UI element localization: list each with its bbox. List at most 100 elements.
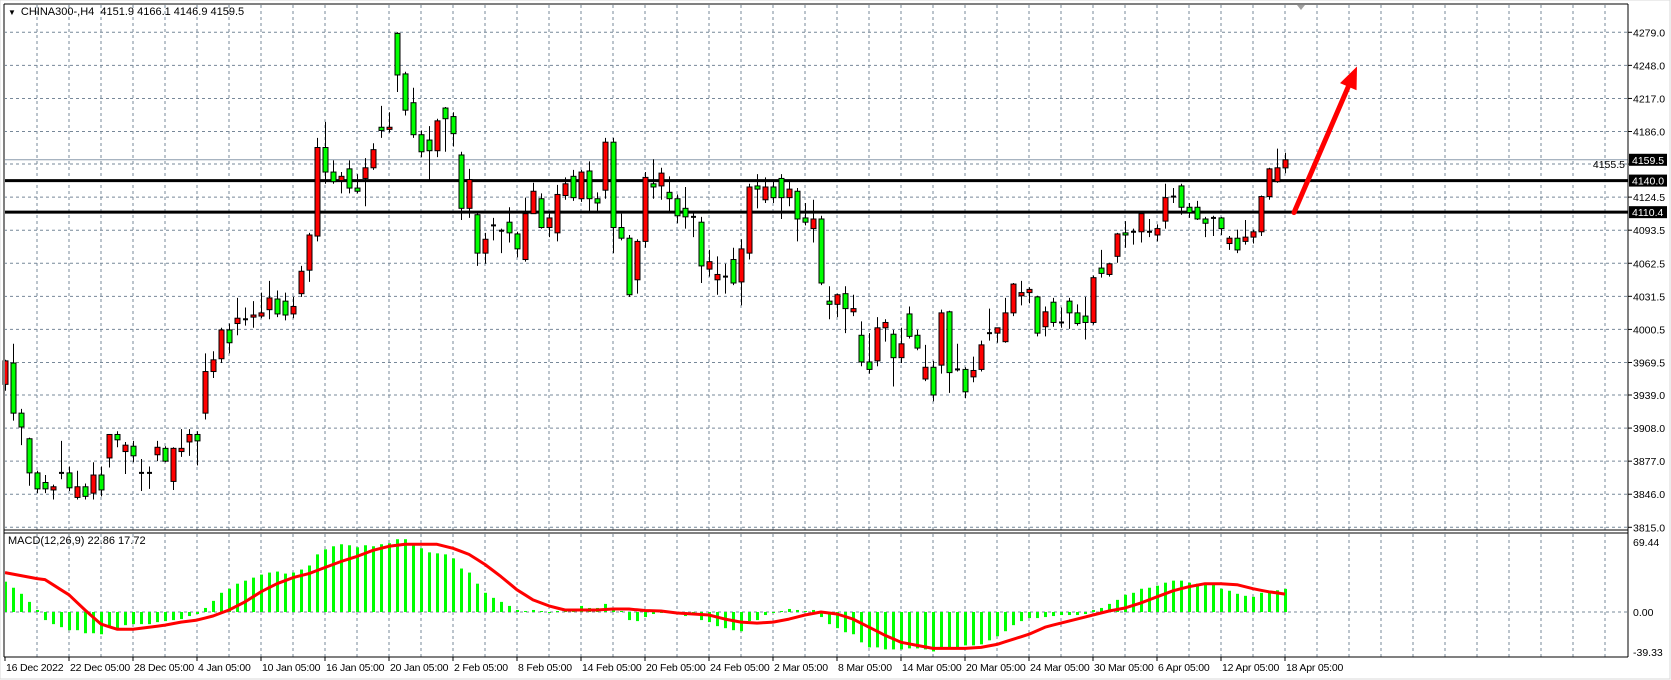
macd-histogram-bar xyxy=(868,612,871,648)
macd-histogram-bar xyxy=(1164,582,1167,612)
macd-histogram-bar xyxy=(236,583,239,612)
candle-body xyxy=(114,433,121,441)
candle xyxy=(514,231,521,258)
price-tag-bg xyxy=(1629,206,1667,219)
triangle-down-icon[interactable]: ▼ xyxy=(8,8,16,17)
candle xyxy=(450,112,457,147)
candle xyxy=(491,217,496,241)
macd-histogram-bar xyxy=(836,612,839,629)
candle xyxy=(578,169,585,202)
candle xyxy=(874,317,881,367)
candle-body xyxy=(1274,167,1281,183)
candle xyxy=(890,329,897,387)
macd-histogram-bar xyxy=(460,568,463,612)
candle-body xyxy=(410,102,417,136)
price-tick-label: 3877.0 xyxy=(1633,456,1665,468)
candle xyxy=(434,118,441,158)
macd-histogram-bar xyxy=(956,612,959,649)
time-tick-label: 16 Dec 2022 xyxy=(6,662,64,674)
candle xyxy=(922,344,929,382)
candle xyxy=(914,329,921,351)
candle-body xyxy=(282,300,289,316)
candle-body xyxy=(1082,315,1089,323)
candle xyxy=(1122,221,1129,248)
candle-body xyxy=(1154,228,1161,236)
candle xyxy=(1059,307,1064,328)
macd-histogram-bar xyxy=(1052,612,1055,617)
candle xyxy=(682,186,689,229)
macd-histogram-bar xyxy=(900,612,903,650)
candle xyxy=(418,130,425,158)
candle-body xyxy=(1234,237,1241,251)
candle xyxy=(1282,152,1289,174)
candle-body xyxy=(330,171,337,183)
macd-histogram-bar xyxy=(1068,612,1071,616)
price-tick-label: 3846.0 xyxy=(1633,489,1665,501)
macd-histogram-bar xyxy=(420,548,423,612)
candle-body xyxy=(98,474,105,491)
annotations[interactable]: 4140.0 4110.4 4159.5 xyxy=(1291,5,1667,219)
candle-body xyxy=(130,445,137,457)
macd-histogram-bar xyxy=(316,554,319,612)
time-tick-label: 22 Dec 05:00 xyxy=(70,662,130,674)
macd-histogram-bar xyxy=(364,545,367,612)
candle xyxy=(74,470,81,500)
candle-body xyxy=(994,327,1001,334)
candle-body xyxy=(362,167,369,179)
macd-histogram-bar xyxy=(1028,612,1031,619)
macd-histogram-bar xyxy=(340,544,343,612)
candle xyxy=(1258,195,1265,237)
macd-histogram-bar xyxy=(164,612,167,622)
macd-histogram-bar xyxy=(532,609,535,612)
macd-histogram-bar xyxy=(308,565,311,612)
macd-histogram-bar xyxy=(1116,599,1119,612)
candle-body xyxy=(522,213,529,261)
macd-histogram-bar xyxy=(940,612,943,649)
candle-body xyxy=(770,186,777,199)
time-tick-label: 24 Mar 05:00 xyxy=(1030,662,1090,674)
triangle-down-icon[interactable] xyxy=(1297,5,1305,10)
macd-histogram-bar xyxy=(1220,588,1223,612)
candle xyxy=(394,32,401,93)
candle-body xyxy=(810,218,817,230)
candle-body xyxy=(1050,301,1057,323)
candle xyxy=(34,470,41,494)
macd-histogram-bar xyxy=(476,583,479,612)
candle-body xyxy=(506,221,513,234)
candle xyxy=(738,239,745,306)
arrow-annotation[interactable] xyxy=(1291,84,1351,216)
candle-body xyxy=(818,218,825,284)
macd-histogram-bar xyxy=(1076,612,1079,616)
macd-histogram-bar xyxy=(156,612,159,623)
candle xyxy=(1202,216,1209,238)
macd-histogram-bar xyxy=(292,572,295,612)
macd-histogram-bar xyxy=(484,592,487,612)
macd-histogram-bar xyxy=(60,612,63,628)
candle xyxy=(1211,215,1216,237)
macd-histogram-bar xyxy=(260,574,263,612)
candle xyxy=(154,440,161,462)
candle-body xyxy=(610,141,617,229)
candle xyxy=(1114,232,1121,263)
price-tick-label: 3908.0 xyxy=(1633,423,1665,435)
candle-body xyxy=(1242,236,1249,242)
candle xyxy=(274,290,281,318)
macd-histogram-bar xyxy=(1204,583,1207,612)
macd-histogram-bar xyxy=(1252,596,1255,612)
candle xyxy=(554,184,561,242)
macd-histogram-bar xyxy=(396,539,399,612)
candle-body xyxy=(178,447,185,453)
candle-body xyxy=(530,190,537,215)
macd-histogram-bar xyxy=(284,573,287,612)
macd-histogram-bar xyxy=(1004,612,1007,632)
candle xyxy=(170,447,177,490)
macd-histogram-bar xyxy=(332,546,335,612)
time-tick-label: 24 Feb 05:00 xyxy=(710,662,770,674)
macd-histogram-bar xyxy=(772,612,775,614)
macd-histogram-bar xyxy=(916,612,919,649)
candle xyxy=(610,137,617,254)
macd-histogram-bar xyxy=(188,612,191,617)
horizontal-levels[interactable] xyxy=(4,159,1628,214)
